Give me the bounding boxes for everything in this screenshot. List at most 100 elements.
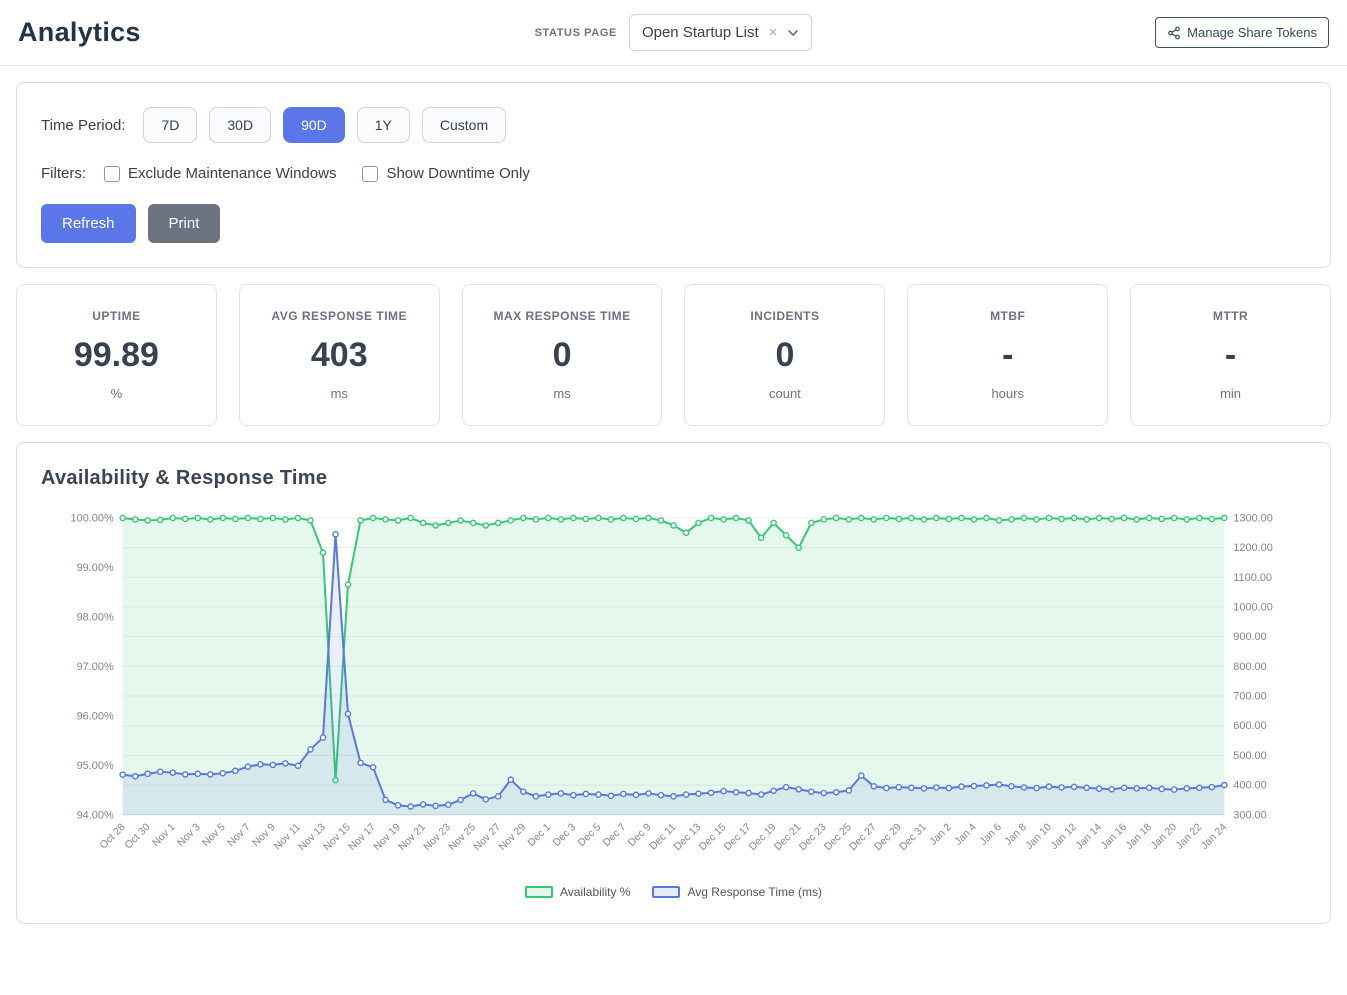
show-downtime-checkbox-input[interactable] <box>362 165 379 182</box>
legend-item-availability: Availability % <box>525 885 630 899</box>
exclude-maintenance-label: Exclude Maintenance Windows <box>128 165 337 182</box>
manage-share-tokens-button[interactable]: Manage Share Tokens <box>1155 17 1330 48</box>
svg-text:Jan 20: Jan 20 <box>1149 822 1179 852</box>
svg-text:900.00: 900.00 <box>1233 631 1266 643</box>
svg-text:Oct 30: Oct 30 <box>123 822 153 852</box>
stat-unit: hours <box>991 386 1024 401</box>
legend-item-response: Avg Response Time (ms) <box>652 885 822 899</box>
show-downtime-label: Show Downtime Only <box>386 165 530 182</box>
chart-title: Availability & Response Time <box>41 467 328 489</box>
period-1y-button[interactable]: 1Y <box>356 107 410 143</box>
svg-text:Dec 23: Dec 23 <box>797 822 828 853</box>
svg-text:98.00%: 98.00% <box>77 611 114 623</box>
svg-text:Dec 31: Dec 31 <box>898 822 929 853</box>
svg-text:Dec 3: Dec 3 <box>551 822 578 849</box>
svg-text:Nov 17: Nov 17 <box>347 822 378 853</box>
app-header: Analytics STATUS PAGE Open Startup List … <box>0 0 1347 66</box>
svg-text:Dec 21: Dec 21 <box>772 822 803 853</box>
svg-text:Nov 23: Nov 23 <box>422 822 453 853</box>
stat-card-max-response: MAX RESPONSE TIME 0 ms <box>461 284 663 426</box>
svg-text:Jan 2: Jan 2 <box>928 822 954 848</box>
svg-text:1300.00: 1300.00 <box>1233 512 1273 524</box>
svg-text:300.00: 300.00 <box>1233 809 1266 821</box>
chart-legend: Availability % Avg Response Time (ms) <box>41 885 1306 899</box>
refresh-button[interactable]: Refresh <box>41 204 136 243</box>
filters-label: Filters: <box>41 165 86 182</box>
clear-selection-icon[interactable]: × <box>768 24 778 41</box>
svg-text:Jan 12: Jan 12 <box>1049 822 1079 852</box>
stat-title: MAX RESPONSE TIME <box>493 309 631 323</box>
stat-card-uptime: UPTIME 99.89 % <box>16 284 217 426</box>
svg-text:1100.00: 1100.00 <box>1233 572 1272 584</box>
stat-value: - <box>1002 336 1014 374</box>
svg-text:Nov 27: Nov 27 <box>472 822 503 853</box>
stat-value: 0 <box>775 336 795 374</box>
svg-text:Dec 25: Dec 25 <box>823 822 854 853</box>
stat-unit: count <box>768 386 801 401</box>
stat-value: - <box>1224 336 1237 374</box>
svg-text:500.00: 500.00 <box>1233 750 1266 762</box>
stat-title: AVG RESPONSE TIME <box>271 309 408 323</box>
page: Analytics STATUS PAGE Open Startup List … <box>0 0 1347 924</box>
response-legend-swatch <box>652 885 681 898</box>
stat-unit: ms <box>330 386 348 401</box>
availability-response-chart: 1300.00 1200.00 1100.00 1000.00 900.00 800.00… <box>71 512 1273 853</box>
svg-text:Jan 4: Jan 4 <box>953 822 979 848</box>
svg-text:Oct 28: Oct 28 <box>98 822 128 852</box>
svg-text:Dec 13: Dec 13 <box>672 822 703 853</box>
svg-text:400.00: 400.00 <box>1233 780 1266 792</box>
share-icon <box>1168 26 1180 39</box>
availability-legend-swatch <box>525 885 553 898</box>
status-page-value: Open Startup List <box>641 24 759 41</box>
status-page-select[interactable]: Open Startup List × <box>628 14 813 51</box>
svg-text:Nov 21: Nov 21 <box>397 822 428 853</box>
svg-text:Nov 13: Nov 13 <box>297 822 328 853</box>
print-button[interactable]: Print <box>147 204 221 243</box>
filter-panel: Time Period: 7D 30D 90D 1Y Custom Filter… <box>16 82 1331 268</box>
svg-text:800.00: 800.00 <box>1233 661 1266 673</box>
stat-title: INCIDENTS <box>750 309 820 323</box>
svg-text:Nov 5: Nov 5 <box>201 822 228 849</box>
show-downtime-checkbox[interactable]: Show Downtime Only <box>362 165 530 182</box>
svg-text:Dec 15: Dec 15 <box>697 822 728 853</box>
time-period-row: Time Period: 7D 30D 90D 1Y Custom <box>41 107 1306 143</box>
svg-text:Jan 16: Jan 16 <box>1099 822 1129 852</box>
stat-value: 99.89 <box>73 336 159 374</box>
svg-text:96.00%: 96.00% <box>77 710 114 722</box>
stat-unit: ms <box>553 386 571 401</box>
svg-text:Dec 5: Dec 5 <box>576 822 603 849</box>
svg-text:Dec 29: Dec 29 <box>873 822 904 853</box>
period-7d-button[interactable]: 7D <box>143 107 198 143</box>
svg-text:94.00%: 94.00% <box>77 809 114 821</box>
svg-text:Nov 3: Nov 3 <box>176 822 203 849</box>
svg-text:Dec 7: Dec 7 <box>601 822 628 849</box>
exclude-maintenance-checkbox-input[interactable] <box>104 165 120 182</box>
svg-text:99.00%: 99.00% <box>77 562 114 574</box>
svg-text:Nov 19: Nov 19 <box>372 822 403 853</box>
stat-card-incidents: INCIDENTS 0 count <box>684 284 886 426</box>
period-30d-button[interactable]: 30D <box>209 107 272 143</box>
stat-title: MTTR <box>1212 309 1249 323</box>
stat-card-avg-response: AVG RESPONSE TIME 403 ms <box>238 284 440 426</box>
svg-text:Dec 17: Dec 17 <box>722 822 753 853</box>
svg-text:700.00: 700.00 <box>1233 691 1266 703</box>
stat-card-mtbf: MTBF - hours <box>907 284 1109 426</box>
stat-title: UPTIME <box>92 309 141 323</box>
svg-text:600.00: 600.00 <box>1233 720 1266 732</box>
svg-text:Nov 29: Nov 29 <box>497 822 528 853</box>
period-custom-button[interactable]: Custom <box>421 107 507 143</box>
svg-text:Jan 24: Jan 24 <box>1199 822 1229 852</box>
svg-text:Nov 25: Nov 25 <box>447 822 478 853</box>
period-90d-button[interactable]: 90D <box>283 107 345 143</box>
stat-value: 0 <box>552 336 572 374</box>
manage-share-tokens-label: Manage Share Tokens <box>1187 25 1318 40</box>
response-legend-label: Avg Response Time (ms) <box>687 884 822 899</box>
time-period-label: Time Period: <box>41 116 126 134</box>
svg-text:Nov 7: Nov 7 <box>226 822 253 849</box>
exclude-maintenance-checkbox[interactable]: Exclude Maintenance Windows <box>104 165 336 182</box>
svg-text:1000.00: 1000.00 <box>1233 601 1273 613</box>
actions-row: Refresh Print <box>41 204 1306 243</box>
chart-panel: Availability & Response Time 1300.00 1200… <box>16 442 1331 924</box>
chevron-down-icon <box>788 29 799 36</box>
stat-title: MTBF <box>990 309 1026 323</box>
